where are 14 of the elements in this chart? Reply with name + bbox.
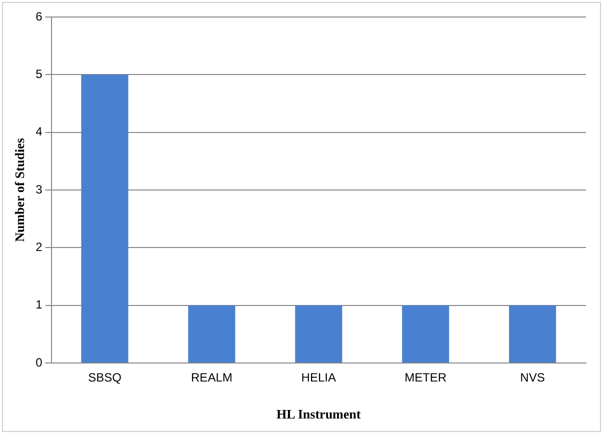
y-axis-title: Number of Studies [12, 138, 28, 242]
y-tick-label: 1 [36, 298, 43, 312]
x-axis-title: HL Instrument [276, 406, 362, 422]
y-tick-label: 6 [36, 9, 43, 24]
y-tick-label: 4 [36, 124, 43, 139]
y-tick-label: 0 [36, 355, 43, 370]
x-tick-label: NVS [520, 370, 545, 385]
y-tick-label: 3 [36, 182, 43, 196]
x-tick-label: REALM [191, 370, 232, 385]
x-tick-label: METER [404, 370, 447, 385]
x-tick-label: SBSQ [88, 370, 122, 385]
y-tick-label: 5 [36, 66, 43, 81]
y-tick-label: 2 [36, 240, 43, 254]
x-tick-label: HELIA [301, 370, 336, 385]
